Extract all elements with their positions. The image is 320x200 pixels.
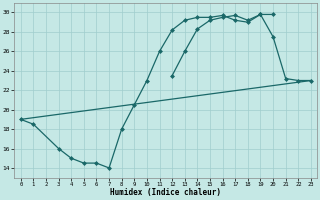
X-axis label: Humidex (Indice chaleur): Humidex (Indice chaleur) xyxy=(110,188,221,197)
